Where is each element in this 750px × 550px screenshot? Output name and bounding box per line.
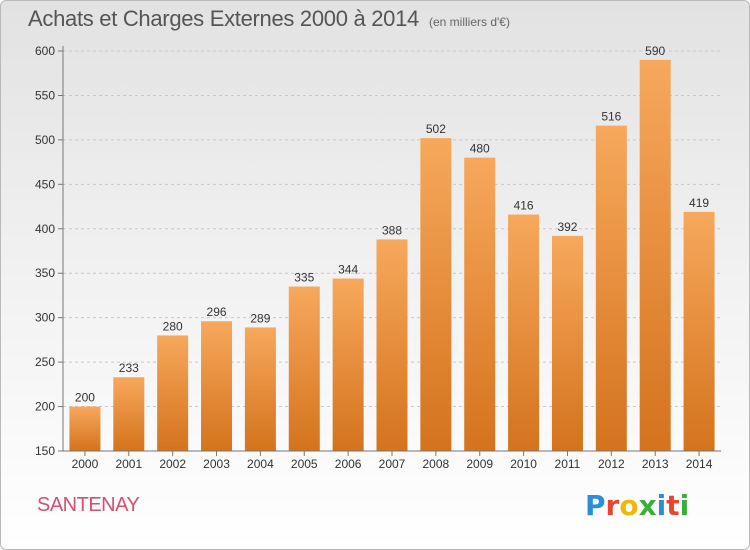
x-tick-label: 2009 [466, 457, 493, 471]
bar-value-label: 419 [689, 196, 709, 210]
proxiti-logo: Proxiti [585, 489, 689, 522]
bar [508, 214, 540, 451]
y-tick-label: 350 [35, 266, 55, 280]
bar [201, 321, 233, 451]
bar-value-label: 296 [207, 305, 227, 319]
x-tick-label: 2002 [159, 457, 186, 471]
x-tick-label: 2010 [510, 457, 537, 471]
y-tick-label: 250 [35, 355, 55, 369]
x-tick-label: 2001 [115, 457, 142, 471]
bar [69, 406, 101, 451]
bar-value-label: 516 [601, 110, 621, 124]
x-tick-label: 2014 [686, 457, 713, 471]
chart-subtitle: (en milliers d'€) [428, 15, 510, 29]
bar [157, 335, 189, 451]
x-tick-label: 2008 [423, 457, 450, 471]
bar-value-label: 335 [294, 271, 314, 285]
title-row: Achats et Charges Externes 2000 à 2014 (e… [28, 6, 510, 32]
bar-value-label: 344 [338, 263, 358, 277]
bar-value-label: 480 [470, 142, 490, 156]
bar [464, 157, 496, 451]
y-tick-label: 550 [35, 88, 55, 102]
x-tick-label: 2006 [335, 457, 362, 471]
bar-value-label: 280 [163, 319, 183, 333]
logo-letter: P [585, 489, 606, 522]
x-tick-label: 2007 [379, 457, 406, 471]
bar [639, 59, 671, 452]
chart-title: Achats et Charges Externes 2000 à 2014 [28, 6, 419, 31]
bar [332, 278, 364, 451]
bar-value-label: 392 [557, 220, 577, 234]
logo-letter: i [679, 489, 690, 522]
bar [683, 211, 715, 451]
bar [113, 377, 145, 451]
axes: 150 200 250 300 350 400 450 500 550 600 200 2000 233… [35, 44, 721, 471]
bar-value-label: 289 [250, 311, 270, 325]
bar-value-label: 200 [75, 391, 95, 405]
commune-name: SANTENAY [37, 494, 140, 516]
x-tick-label: 2004 [247, 457, 274, 471]
x-tick-label: 2011 [555, 457, 581, 471]
y-tick-label: 150 [35, 444, 55, 458]
y-tick-label: 500 [35, 133, 55, 147]
x-tick-label: 2005 [291, 457, 318, 471]
y-tick-label: 400 [35, 222, 55, 236]
y-tick-label: 200 [35, 400, 55, 414]
bar-value-label: 388 [382, 223, 402, 237]
y-tick-label: 450 [35, 177, 55, 191]
logo-letter: o [619, 489, 639, 522]
bar [595, 125, 627, 452]
y-tick-label: 600 [35, 44, 55, 58]
logo-letter: x [638, 489, 657, 522]
x-tick-label: 2012 [598, 457, 625, 471]
bar [420, 138, 452, 451]
logo-letter: i [656, 489, 667, 522]
x-tick-label: 2003 [203, 457, 230, 471]
bar [244, 327, 276, 451]
logo-letter: r [605, 489, 620, 522]
bars [69, 59, 715, 452]
bar [551, 235, 583, 451]
bar-value-label: 502 [426, 122, 446, 136]
x-tick-label: 2000 [72, 457, 99, 471]
x-tick-label: 2013 [642, 457, 669, 471]
logo-letter: t [666, 489, 680, 522]
y-tick-label: 300 [35, 311, 55, 325]
bar-value-label: 416 [514, 199, 534, 213]
bar [376, 239, 408, 451]
bar-value-label: 233 [119, 361, 139, 375]
bar-value-label: 590 [645, 44, 665, 58]
bar [288, 286, 320, 451]
